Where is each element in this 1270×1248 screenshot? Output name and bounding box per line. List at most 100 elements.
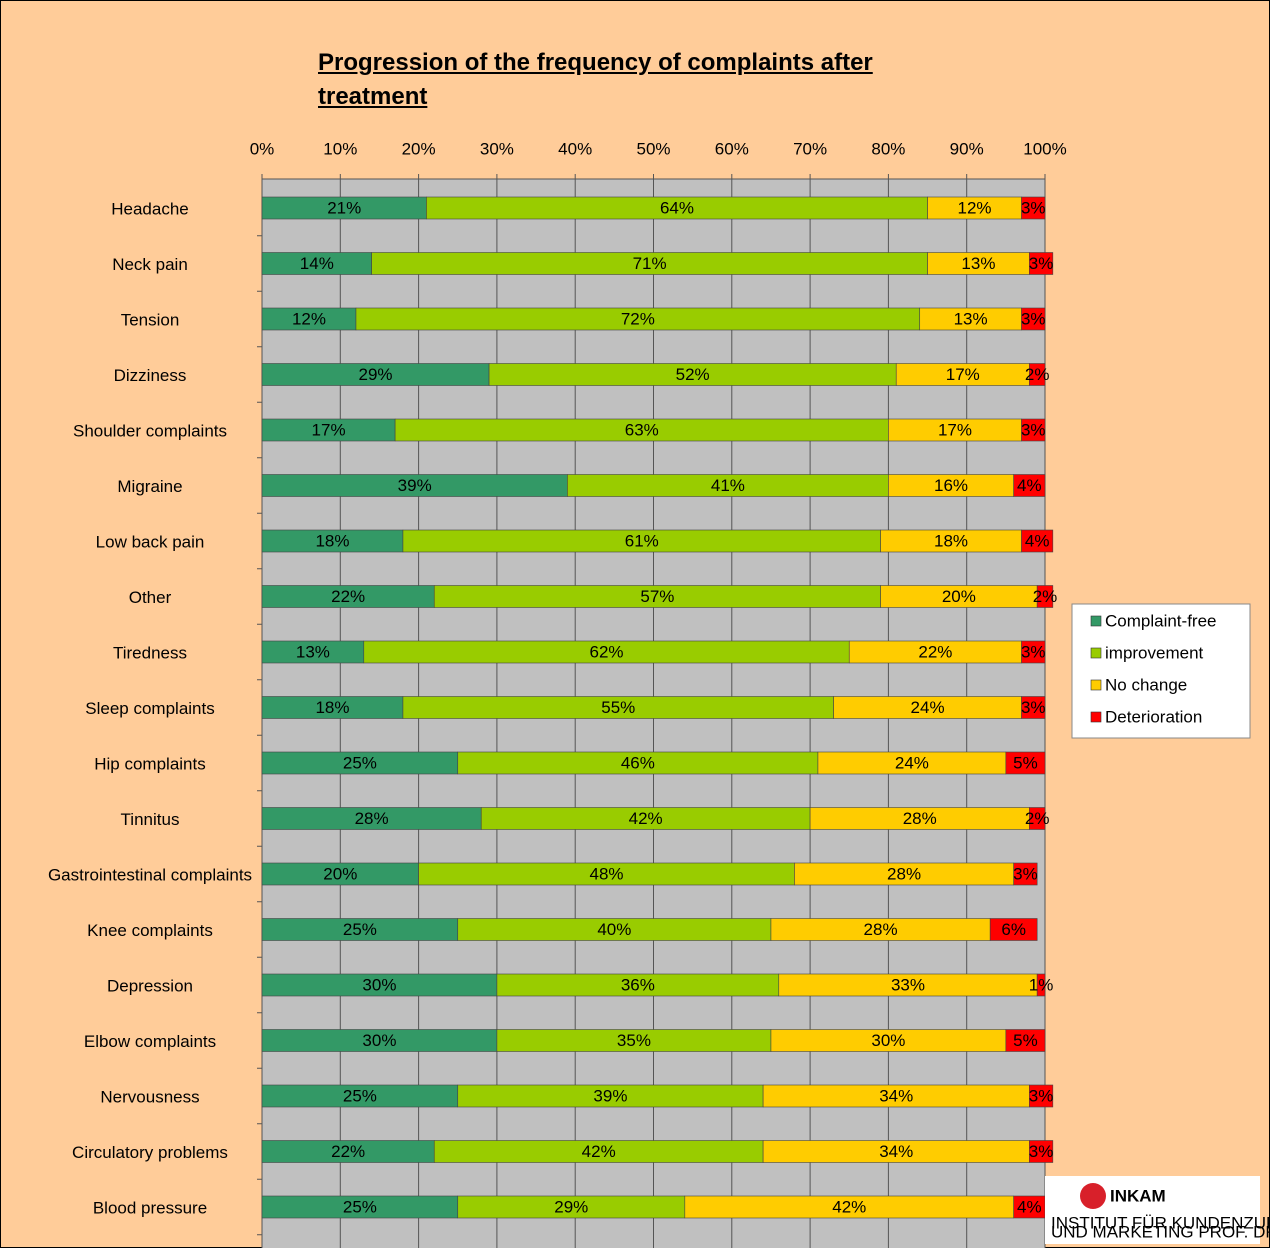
y-tick-label: Knee complaints xyxy=(87,921,213,940)
value-label: 3% xyxy=(1021,420,1046,439)
value-label: 12% xyxy=(958,198,992,217)
value-label: 41% xyxy=(711,476,745,495)
y-tick-label: Other xyxy=(129,588,172,607)
value-label: 57% xyxy=(640,587,674,606)
value-label: 35% xyxy=(617,1031,651,1050)
value-label: 5% xyxy=(1013,753,1038,772)
value-label: 25% xyxy=(343,753,377,772)
value-label: 3% xyxy=(1029,1142,1054,1161)
bar-segment xyxy=(1021,696,1046,719)
x-tick-label: 70% xyxy=(793,139,827,158)
value-label: 4% xyxy=(1025,531,1050,550)
value-label: 5% xyxy=(1013,1031,1038,1050)
legend-swatch xyxy=(1090,711,1102,723)
value-label: 39% xyxy=(593,1086,627,1105)
logo-line: INSTITUT FÜR KUNDENZUFRIEDENHEITS-ANALYS… xyxy=(1051,1213,1270,1232)
value-label: 42% xyxy=(629,809,663,828)
bar-segment xyxy=(1013,862,1038,886)
value-label: 3% xyxy=(1021,698,1046,717)
y-tick-label: Headache xyxy=(111,199,189,218)
value-label: 28% xyxy=(903,809,937,828)
value-label: 22% xyxy=(918,642,952,661)
value-label: 42% xyxy=(582,1142,616,1161)
value-label: 13% xyxy=(954,309,988,328)
bar-segment xyxy=(989,918,1038,941)
value-label: 72% xyxy=(621,309,655,328)
value-label: 22% xyxy=(331,587,365,606)
x-tick-label: 40% xyxy=(558,139,592,158)
value-label: 25% xyxy=(343,1086,377,1105)
value-label: 29% xyxy=(359,365,393,384)
bar-segment xyxy=(1005,751,1046,775)
legend-label: Complaint-free xyxy=(1105,611,1217,630)
value-label: 3% xyxy=(1021,309,1046,328)
bar-segment xyxy=(1021,640,1046,664)
value-label: 3% xyxy=(1029,254,1054,273)
value-label: 22% xyxy=(331,1142,365,1161)
value-label: 28% xyxy=(887,864,921,883)
value-label: 4% xyxy=(1017,1197,1042,1216)
value-label: 24% xyxy=(895,753,929,772)
bar-segment xyxy=(1029,1084,1054,1108)
x-tick-label: 30% xyxy=(480,139,514,158)
legend: Complaint-free improvement No change Deteri… xyxy=(1071,603,1251,739)
y-tick-label: Gastrointestinal complaints xyxy=(48,865,252,884)
value-label: 39% xyxy=(398,476,432,495)
bar-segment xyxy=(1021,196,1046,220)
value-label: 34% xyxy=(879,1086,913,1105)
value-label: 12% xyxy=(292,309,326,328)
value-label: 3% xyxy=(1029,1086,1054,1105)
value-label: 20% xyxy=(942,587,976,606)
bar-segment xyxy=(1036,973,1046,997)
legend-swatch xyxy=(1090,679,1102,691)
value-label: 30% xyxy=(362,975,396,994)
value-label: 33% xyxy=(891,975,925,994)
value-label: 63% xyxy=(625,420,659,439)
value-label: 17% xyxy=(946,365,980,384)
value-label: 61% xyxy=(625,531,659,550)
legend-label: improvement xyxy=(1105,643,1204,662)
value-label: 30% xyxy=(362,1031,396,1050)
x-tick-label: 50% xyxy=(636,139,670,158)
legend-swatch xyxy=(1090,615,1102,627)
value-label: 20% xyxy=(323,864,357,883)
value-label: 2% xyxy=(1025,809,1050,828)
bar-segment xyxy=(1029,252,1054,275)
value-label: 48% xyxy=(590,864,624,883)
value-label: 4% xyxy=(1017,476,1042,495)
y-tick-label: Circulatory problems xyxy=(72,1143,228,1162)
value-label: 28% xyxy=(864,920,898,939)
y-tick-label: Tiredness xyxy=(113,643,187,662)
value-label: 40% xyxy=(597,920,631,939)
value-label: 3% xyxy=(1021,198,1046,217)
value-label: 13% xyxy=(961,254,995,273)
value-label: 46% xyxy=(621,753,655,772)
value-label: 62% xyxy=(590,642,624,661)
chart-title: Progression of the frequency of complain… xyxy=(318,49,873,110)
value-label: 29% xyxy=(554,1197,588,1216)
value-label: 18% xyxy=(315,698,349,717)
value-label: 21% xyxy=(327,198,361,217)
bar-segment xyxy=(1029,363,1046,386)
legend-label: Deterioration xyxy=(1105,707,1202,726)
value-label: 17% xyxy=(312,420,346,439)
bar-segment xyxy=(1021,529,1054,553)
x-tick-label: 90% xyxy=(950,139,984,158)
value-label: 16% xyxy=(934,476,968,495)
x-tick-label: 80% xyxy=(871,139,905,158)
value-label: 18% xyxy=(315,531,349,550)
x-tick-label: 60% xyxy=(715,139,749,158)
logo-line: UND MARKETING PROF. DR. THEIS GMBH xyxy=(1051,1222,1270,1241)
bar-segment xyxy=(1021,418,1046,442)
y-tick-label: Blood pressure xyxy=(93,1198,207,1217)
bar-segment xyxy=(1029,807,1046,830)
bar-segment xyxy=(1013,474,1046,497)
value-label: 24% xyxy=(911,698,945,717)
logo-name: INKAM xyxy=(1110,1186,1166,1205)
value-label: 14% xyxy=(300,254,334,273)
bar-segment xyxy=(1029,1140,1054,1163)
x-tick-label: 20% xyxy=(402,139,436,158)
y-tick-label: Tension xyxy=(121,310,180,329)
value-label: 1% xyxy=(1029,975,1054,994)
